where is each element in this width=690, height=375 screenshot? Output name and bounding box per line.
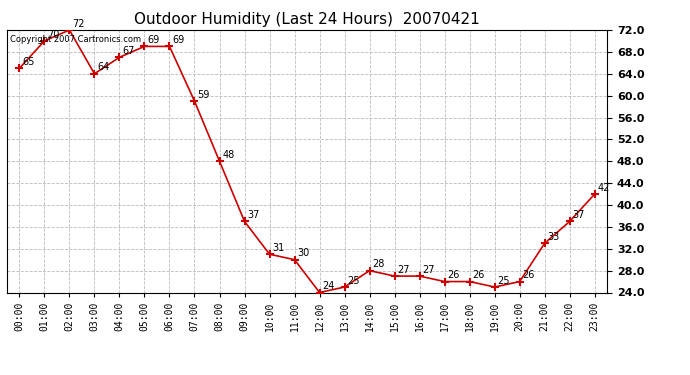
- Title: Outdoor Humidity (Last 24 Hours)  20070421: Outdoor Humidity (Last 24 Hours) 2007042…: [134, 12, 480, 27]
- Text: Copyright 2007 Cartronics.com: Copyright 2007 Cartronics.com: [10, 35, 141, 44]
- Text: 37: 37: [573, 210, 585, 220]
- Text: 37: 37: [247, 210, 259, 220]
- Text: 48: 48: [222, 150, 235, 160]
- Text: 27: 27: [422, 265, 435, 275]
- Text: 42: 42: [598, 183, 610, 193]
- Text: 64: 64: [97, 62, 110, 72]
- Text: 30: 30: [297, 248, 310, 258]
- Text: 26: 26: [522, 270, 535, 280]
- Text: 59: 59: [197, 90, 210, 100]
- Text: 69: 69: [147, 35, 159, 45]
- Text: 24: 24: [322, 281, 335, 291]
- Text: 26: 26: [473, 270, 485, 280]
- Text: 25: 25: [347, 276, 360, 286]
- Text: 25: 25: [497, 276, 510, 286]
- Text: 31: 31: [273, 243, 284, 253]
- Text: 70: 70: [47, 30, 59, 39]
- Text: 65: 65: [22, 57, 34, 67]
- Text: 67: 67: [122, 46, 135, 56]
- Text: 72: 72: [72, 19, 85, 28]
- Text: 27: 27: [397, 265, 410, 275]
- Text: 26: 26: [447, 270, 460, 280]
- Text: 28: 28: [373, 259, 385, 269]
- Text: 69: 69: [172, 35, 184, 45]
- Text: 33: 33: [547, 232, 560, 242]
